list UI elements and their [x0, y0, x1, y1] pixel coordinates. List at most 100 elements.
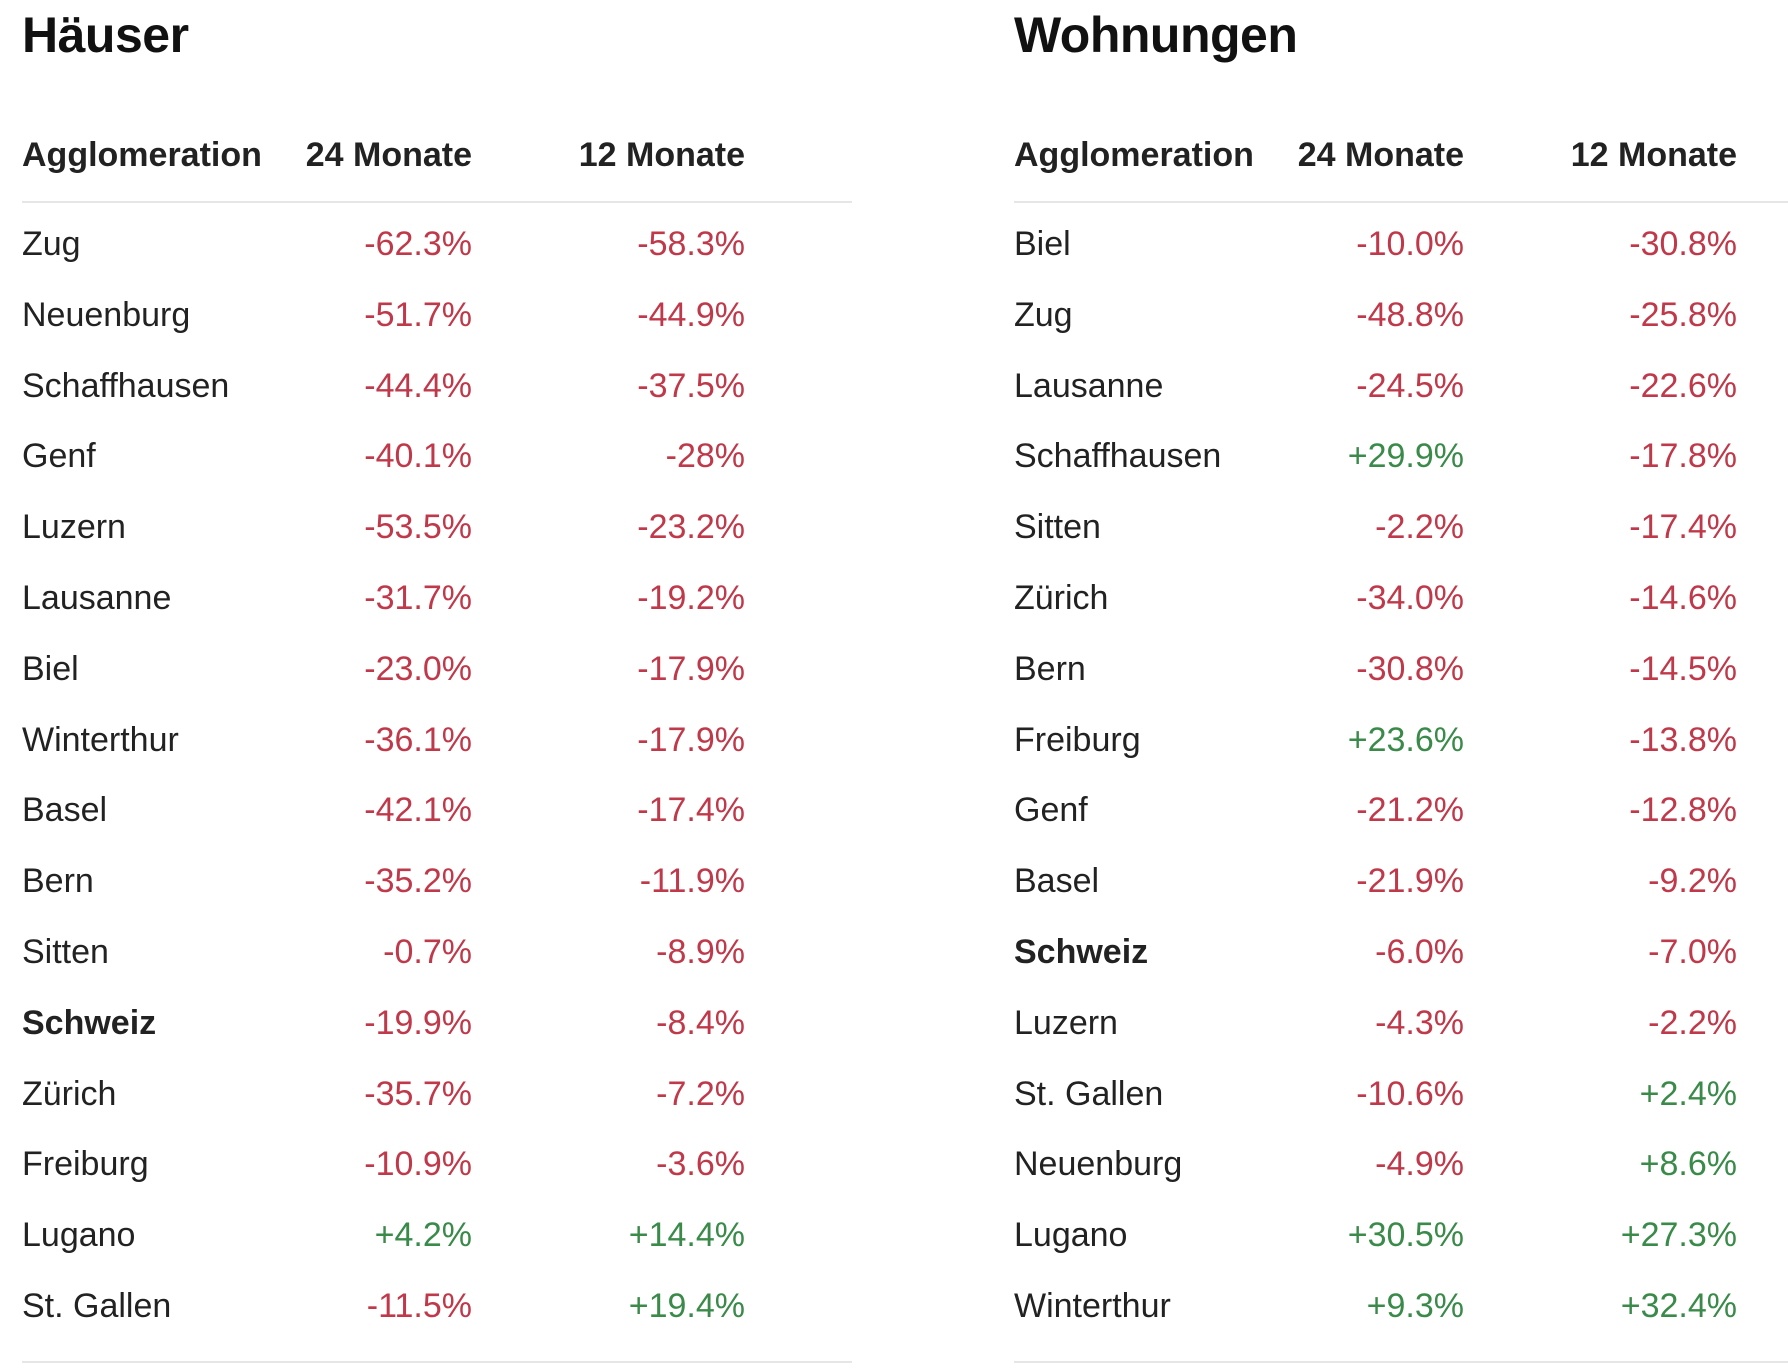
value-24-monate: -42.1%: [364, 791, 472, 830]
value-12-monate: -44.9%: [637, 295, 745, 334]
agglomeration-name: Luzern: [22, 508, 126, 547]
table-header: Agglomeration 24 Monate 12 Monate: [22, 136, 852, 186]
agglomeration-name: St. Gallen: [22, 1286, 172, 1325]
value-24-monate: -6.0%: [1375, 932, 1464, 971]
agglomeration-name: Lausanne: [1014, 366, 1164, 405]
value-24-monate: -10.6%: [1356, 1074, 1464, 1113]
value-12-monate: -19.2%: [637, 578, 745, 617]
column-header-agglomeration: Agglomeration: [22, 136, 262, 174]
table-row: Lausanne -24.5% -22.6%: [1014, 363, 1788, 434]
value-12-monate: -17.4%: [637, 791, 745, 830]
value-12-monate: +2.4%: [1639, 1074, 1737, 1113]
value-24-monate: -44.4%: [364, 366, 472, 405]
agglomeration-name: Lugano: [22, 1216, 136, 1255]
agglomeration-name: Winterthur: [22, 720, 179, 759]
value-12-monate: -12.8%: [1629, 791, 1737, 830]
agglomeration-name: Biel: [22, 649, 79, 688]
table-row: St. Gallen -10.6% +2.4%: [1014, 1071, 1788, 1142]
value-24-monate: -34.0%: [1356, 578, 1464, 617]
value-24-monate: -51.7%: [364, 295, 472, 334]
value-12-monate: -14.5%: [1629, 649, 1737, 688]
value-24-monate: -48.8%: [1356, 295, 1464, 334]
table-body: Zug -62.3% -58.3% Neuenburg -51.7% -44.9% Scha…: [22, 221, 852, 1354]
agglomeration-name: Luzern: [1014, 1003, 1118, 1042]
table-row: Lausanne -31.7% -19.2%: [22, 575, 852, 646]
value-12-monate: +32.4%: [1620, 1286, 1737, 1325]
value-24-monate: -35.7%: [364, 1074, 472, 1113]
agglomeration-name: Schweiz: [22, 1003, 157, 1042]
header-divider: [22, 201, 852, 203]
agglomeration-name: Genf: [22, 437, 96, 476]
value-24-monate: -0.7%: [383, 932, 472, 971]
agglomeration-name: Genf: [1014, 791, 1088, 830]
table-row: Zürich -35.7% -7.2%: [22, 1071, 852, 1142]
table-row: Bern -30.8% -14.5%: [1014, 646, 1788, 717]
value-24-monate: -53.5%: [364, 508, 472, 547]
value-12-monate: -23.2%: [637, 508, 745, 547]
value-24-monate: -21.9%: [1356, 862, 1464, 901]
agglomeration-name: Basel: [22, 791, 108, 830]
agglomeration-name: Zug: [22, 225, 81, 263]
table-row: Schaffhausen -44.4% -37.5%: [22, 363, 852, 434]
value-24-monate: -23.0%: [364, 649, 472, 688]
value-24-monate: -36.1%: [364, 720, 472, 759]
value-12-monate: -7.2%: [656, 1074, 745, 1113]
table-row: Freiburg +23.6% -13.8%: [1014, 717, 1788, 788]
value-24-monate: -62.3%: [364, 225, 472, 263]
table-row: Zug -48.8% -25.8%: [1014, 292, 1788, 363]
value-24-monate: -4.3%: [1375, 1003, 1464, 1042]
value-24-monate: +30.5%: [1347, 1216, 1464, 1255]
value-12-monate: -7.0%: [1648, 932, 1737, 971]
value-24-monate: -35.2%: [364, 862, 472, 901]
value-24-monate: -30.8%: [1356, 649, 1464, 688]
value-24-monate: -2.2%: [1375, 508, 1464, 547]
table-row: Zug -62.3% -58.3%: [22, 221, 852, 292]
table-body: Biel -10.0% -30.8% Zug -48.8% -25.8% Lausanne -…: [1014, 221, 1788, 1354]
value-12-monate: -8.9%: [656, 932, 745, 971]
value-12-monate: -3.6%: [656, 1145, 745, 1184]
table-row: Schweiz -19.9% -8.4%: [22, 1000, 852, 1071]
table-bottom-divider: [22, 1361, 852, 1363]
agglomeration-name: Zürich: [22, 1074, 117, 1113]
value-12-monate: -11.9%: [639, 862, 745, 901]
agglomeration-name: Bern: [1014, 649, 1086, 688]
value-12-monate: +19.4%: [628, 1286, 745, 1325]
table-row: Schaffhausen +29.9% -17.8%: [1014, 433, 1788, 504]
table-row: Neuenburg -51.7% -44.9%: [22, 292, 852, 363]
value-24-monate: +23.6%: [1347, 720, 1464, 759]
value-12-monate: +27.3%: [1620, 1216, 1737, 1255]
agglomeration-name: Sitten: [1014, 508, 1101, 547]
agglomeration-name: Bern: [22, 862, 94, 901]
table-row: Lugano +30.5% +27.3%: [1014, 1212, 1788, 1283]
value-12-monate: -13.8%: [1629, 720, 1737, 759]
table-row: Sitten -2.2% -17.4%: [1014, 504, 1788, 575]
table-row: Basel -42.1% -17.4%: [22, 787, 852, 858]
table-row: St. Gallen -11.5% +19.4%: [22, 1283, 852, 1354]
value-12-monate: -37.5%: [637, 366, 745, 405]
agglomeration-name: Biel: [1014, 225, 1071, 263]
value-24-monate: -21.2%: [1356, 791, 1464, 830]
table-row: Bern -35.2% -11.9%: [22, 858, 852, 929]
table-title: Wohnungen: [1014, 7, 1298, 63]
agglomeration-name: Freiburg: [1014, 720, 1141, 759]
table-row: Winterthur +9.3% +32.4%: [1014, 1283, 1788, 1354]
table-row: Sitten -0.7% -8.9%: [22, 929, 852, 1000]
column-header-24-monate: 24 Monate: [305, 136, 472, 174]
agglomeration-name: Schaffhausen: [1014, 437, 1222, 476]
table-title: Häuser: [22, 7, 189, 63]
value-12-monate: -8.4%: [656, 1003, 745, 1042]
value-12-monate: -58.3%: [637, 225, 745, 263]
column-header-24-monate: 24 Monate: [1297, 136, 1464, 174]
value-24-monate: -10.0%: [1356, 225, 1464, 263]
agglomeration-name: Zürich: [1014, 578, 1109, 617]
table-row: Lugano +4.2% +14.4%: [22, 1212, 852, 1283]
table-row: Neuenburg -4.9% +8.6%: [1014, 1141, 1788, 1212]
value-12-monate: -28%: [665, 437, 745, 476]
value-12-monate: -30.8%: [1629, 225, 1737, 263]
value-24-monate: -4.9%: [1375, 1145, 1464, 1184]
agglomeration-name: Freiburg: [22, 1145, 149, 1184]
agglomeration-name: Basel: [1014, 862, 1100, 901]
value-12-monate: +8.6%: [1639, 1145, 1737, 1184]
value-12-monate: -17.9%: [637, 720, 745, 759]
agglomeration-name: Neuenburg: [22, 295, 191, 334]
